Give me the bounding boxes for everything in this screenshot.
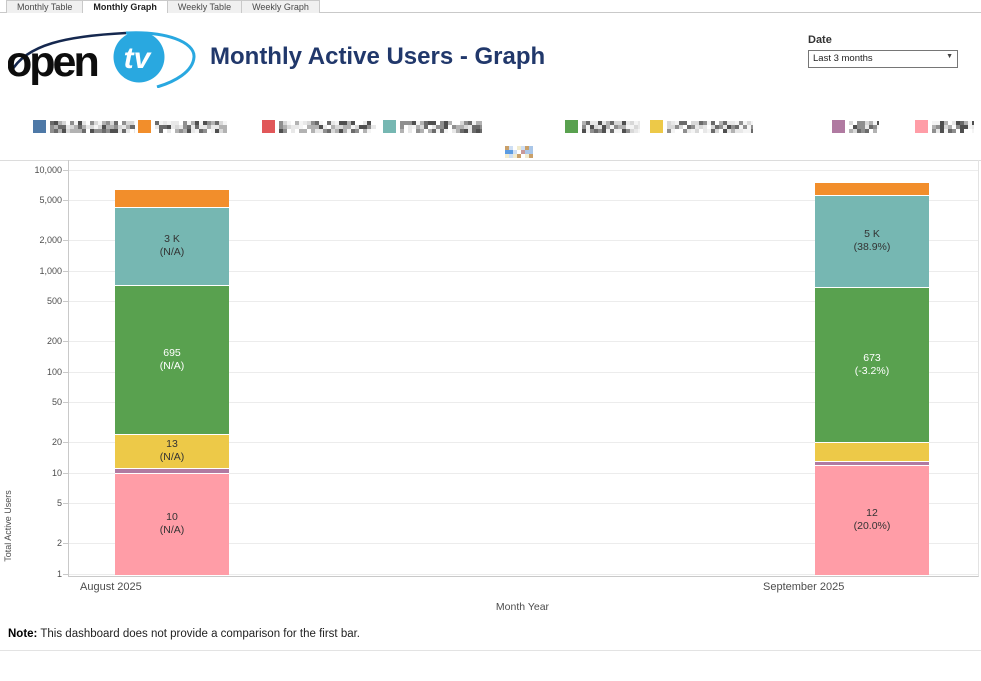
- y-tick-label: 10,000: [34, 164, 62, 175]
- y-tick-mark: [63, 502, 68, 504]
- y-tick-mark: [63, 200, 68, 202]
- x-axis-title: Month Year: [495, 601, 550, 613]
- footer-note-prefix: Note:: [8, 628, 38, 640]
- legend-swatch-orange: [138, 119, 151, 133]
- y-tick-mark: [63, 573, 68, 575]
- bar-segment-purple-august[interactable]: [115, 468, 229, 473]
- footer-note-text: This dashboard does not provide a compar…: [37, 628, 360, 640]
- opentv-logo-graphic: open tv: [6, 31, 196, 89]
- y-tick-mark: [63, 442, 68, 444]
- legend-label-redacted-orange: [155, 120, 227, 133]
- y-tick-mark: [63, 240, 68, 242]
- tab-weekly-table[interactable]: Weekly Table: [166, 0, 242, 13]
- y-tick-mark: [63, 543, 68, 545]
- y-tick-label: 100: [46, 366, 62, 377]
- plot-area: 10 (N/A) 13 (N/A) 695 (N/A) 3 K (N/A) 12 (20.0%) 6…: [68, 160, 979, 577]
- gridline: [69, 169, 978, 171]
- legend-label-redacted-teal: [400, 120, 484, 133]
- y-tick-mark: [63, 169, 68, 171]
- bar-segment-orange-august[interactable]: [115, 189, 229, 208]
- gridline: [69, 371, 978, 373]
- gridline: [69, 341, 978, 343]
- y-tick-mark: [63, 341, 68, 343]
- y-tick-label: 1,000: [39, 265, 62, 276]
- y-tick-label: 20: [51, 437, 62, 448]
- gridline: [69, 270, 978, 272]
- y-tick-mark: [63, 270, 68, 272]
- page-title: Monthly Active Users - Graph: [210, 43, 546, 70]
- y-tick-mark: [63, 402, 68, 404]
- legend-swatch-red: [262, 119, 275, 133]
- gridline: [69, 301, 978, 303]
- gridline: [69, 543, 978, 545]
- bar-segment-purple-september[interactable]: [815, 461, 929, 465]
- legend-swatch-blue: [33, 119, 46, 133]
- legend-label-redacted-yellow: [667, 120, 755, 133]
- legend-swatch-teal: [383, 119, 396, 133]
- redacted-chart-title: [505, 145, 533, 163]
- x-tick-september-2025: September 2025: [763, 581, 845, 593]
- gridline: [69, 200, 978, 202]
- x-tick-august-2025: August 2025: [80, 581, 142, 593]
- gridline: [69, 240, 978, 242]
- y-tick-label: 200: [46, 336, 62, 347]
- y-tick-label: 2: [56, 538, 62, 549]
- gridline: [69, 472, 978, 474]
- legend-swatch-yellow: [650, 119, 663, 133]
- y-tick-label: 50: [51, 397, 62, 408]
- y-tick-label: 2,000: [39, 235, 62, 246]
- bar-segment-yellow-september[interactable]: [815, 442, 929, 462]
- date-filter: Last 3 months ▼: [808, 48, 958, 68]
- gridline: [69, 573, 978, 575]
- tab-monthly-table[interactable]: Monthly Table: [6, 0, 83, 13]
- y-tick-label: 10: [51, 467, 62, 478]
- gridline: [69, 442, 978, 444]
- legend-item-purple[interactable]: [832, 119, 881, 133]
- legend-item-green[interactable]: [565, 119, 642, 133]
- tab-weekly-graph[interactable]: Weekly Graph: [241, 0, 320, 13]
- opentv-logo: open tv: [6, 30, 213, 89]
- bottom-border: [0, 650, 981, 651]
- bar-segment-orange-september[interactable]: [815, 182, 929, 196]
- gridline: [69, 502, 978, 504]
- gridline: [69, 402, 978, 404]
- y-tick-mark: [63, 472, 68, 474]
- y-tick-label: 1: [56, 568, 62, 579]
- y-tick-mark: [63, 371, 68, 373]
- legend-swatch-pink: [915, 119, 928, 133]
- bar-segment-green-august[interactable]: [115, 285, 229, 435]
- legend-swatch-green: [565, 119, 578, 133]
- legend-label-redacted-red: [279, 120, 379, 133]
- y-tick-label: 5,000: [39, 195, 62, 206]
- chart-top-border: [0, 160, 981, 161]
- y-tick-mark: [63, 301, 68, 303]
- legend-item-teal[interactable]: [383, 119, 484, 133]
- legend-label-redacted-purple: [849, 120, 881, 133]
- chart: Total Active Users 10,000 5,000 2,000 1,000…: [0, 160, 981, 579]
- legend-item-yellow[interactable]: [650, 119, 755, 133]
- legend-label-redacted-green: [582, 120, 642, 133]
- legend-swatch-purple: [832, 119, 845, 133]
- footer-note: Note: This dashboard does not provide a …: [8, 628, 360, 640]
- tab-monthly-graph[interactable]: Monthly Graph: [82, 0, 167, 13]
- legend-label-redacted-blue: [50, 120, 138, 133]
- bar-segment-pink-september[interactable]: [815, 464, 929, 575]
- svg-text:tv: tv: [124, 42, 153, 75]
- bar-segment-teal-september[interactable]: [815, 195, 929, 287]
- legend-item-blue[interactable]: [33, 119, 138, 133]
- bar-segment-green-september[interactable]: [815, 286, 929, 443]
- bar-segment-teal-august[interactable]: [115, 207, 229, 286]
- date-filter-label: Date: [808, 34, 832, 46]
- legend-label-redacted-pink: [932, 120, 976, 133]
- date-filter-select[interactable]: Last 3 months: [808, 49, 958, 68]
- bar-segment-yellow-august[interactable]: [115, 434, 229, 469]
- tab-bar: Monthly Table Monthly Graph Weekly Table We…: [0, 0, 981, 13]
- y-tick-label: 5: [56, 497, 62, 508]
- legend-item-red[interactable]: [262, 119, 379, 133]
- svg-text:open: open: [8, 38, 97, 86]
- y-tick-label: 500: [46, 296, 62, 307]
- bar-segment-pink-august[interactable]: [115, 472, 229, 575]
- legend-item-pink[interactable]: [915, 119, 976, 133]
- legend-item-orange[interactable]: [138, 119, 227, 133]
